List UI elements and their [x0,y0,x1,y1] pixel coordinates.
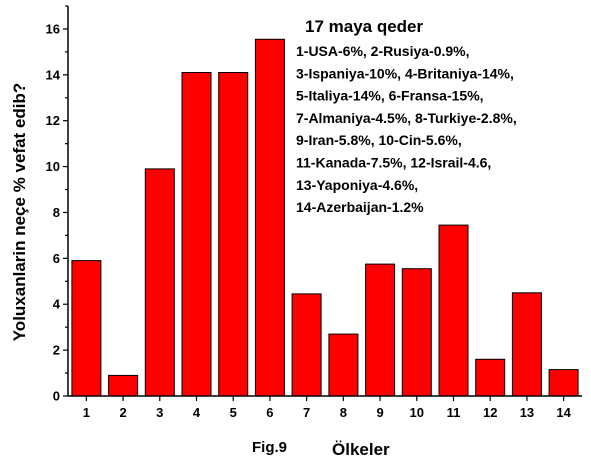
x-tick-label: 6 [266,405,273,420]
x-tick-label: 2 [119,405,126,420]
x-tick-label: 11 [447,405,461,420]
y-tick-label: 14 [46,67,61,82]
bar-5 [218,72,249,397]
bar-13 [511,292,542,397]
x-tick-label: 7 [303,405,310,420]
bar-12 [475,358,506,397]
annotation-title: 17 maya qeder [305,17,424,36]
x-tick-label: 9 [376,405,383,420]
annotation-line: 14-Azerbaijan-1.2% [296,199,424,215]
annotation-line: 9-Iran-5.8%, 10-Cin-5.6%, [296,132,462,148]
x-tick-label: 5 [230,405,237,420]
x-tick-label: 13 [520,405,534,420]
bar-9 [365,263,396,397]
x-tick-label: 8 [340,405,347,420]
annotation-line: 1-USA-6%, 2-Rusiya-0.9%, [296,43,470,59]
x-tick-label: 1 [83,405,90,420]
text-layer: Yoluxanlarin neçe % vefat edib? Ölkeler … [10,17,517,459]
bar-3 [144,168,175,397]
figure-label: Fig.9 [252,439,287,456]
bar-4 [181,72,212,397]
x-tick-label: 14 [556,405,571,420]
annotation-line: 11-Kanada-7.5%, 12-Israil-4.6, [296,155,491,171]
y-tick-label: 0 [53,389,60,404]
annotation-line: 3-Ispaniya-10%, 4-Britaniya-14%, [296,65,514,81]
y-tick-label: 16 [46,21,60,36]
bar-1 [71,260,102,397]
y-tick-label: 6 [53,251,60,266]
x-tick-label: 4 [193,405,201,420]
y-tick-label: 2 [53,343,60,358]
bars-layer [71,38,579,397]
x-tick-label: 12 [483,405,497,420]
bar-7 [291,293,322,397]
y-tick-label: 8 [53,205,60,220]
annotation-line: 5-Italiya-14%, 6-Fransa-15%, [296,88,484,104]
y-tick-label: 4 [53,297,61,312]
y-tick-label: 12 [46,113,60,128]
y-tick-label: 10 [46,159,60,174]
bar-11 [438,224,469,397]
y-axis-title: Yoluxanlarin neçe % vefat edib? [10,83,29,342]
bar-2 [108,374,139,397]
x-tick-label: 10 [410,405,424,420]
bar-10 [401,268,432,397]
bar-8 [328,333,359,397]
annotation-line: 7-Almaniya-4.5%, 8-Turkiye-2.8%, [296,110,517,126]
x-tick-label: 3 [156,405,163,420]
x-axis-title: Ölkeler [332,440,390,459]
bar-14 [548,369,579,397]
annotation-line: 13-Yaponiya-4.6%, [296,177,418,193]
bar-6 [254,38,285,397]
